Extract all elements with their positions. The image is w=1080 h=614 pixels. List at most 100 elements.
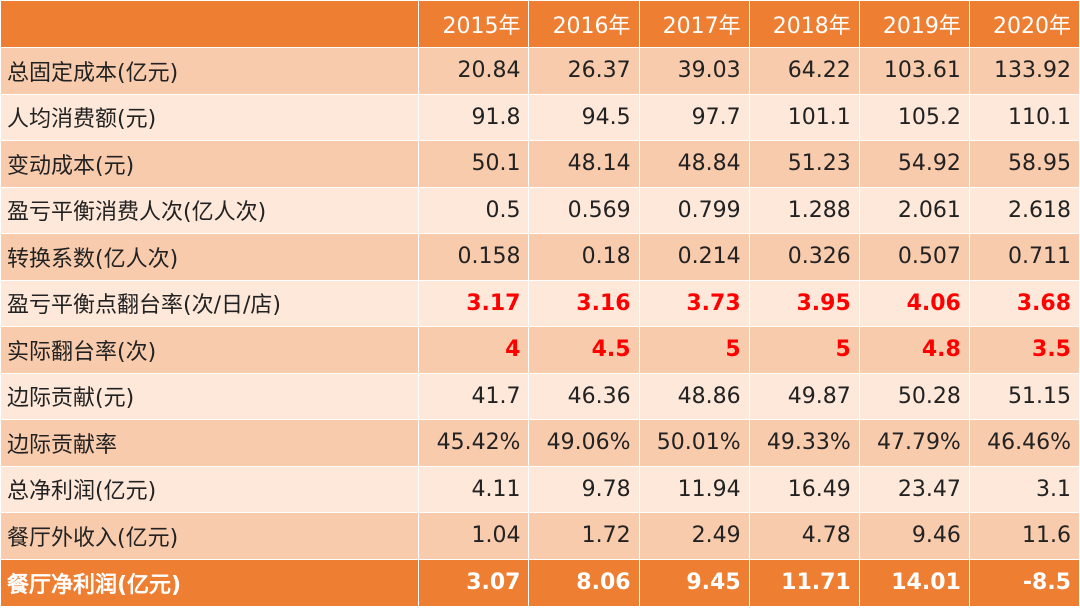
table-cell: 0.326 <box>748 233 860 281</box>
table-cell: 47.79% <box>858 419 970 467</box>
table-cell: 5 <box>748 326 860 374</box>
row-label: 边际贡献(元) <box>0 372 420 420</box>
row-label: 转换系数(亿人次) <box>0 233 420 281</box>
table-cell: 50.01% <box>638 419 750 467</box>
table-cell: 23.47 <box>858 465 970 513</box>
table-cell: 3.5 <box>968 326 1080 374</box>
table-cell: 49.33% <box>748 419 860 467</box>
row-label: 总固定成本(亿元) <box>0 47 420 95</box>
table-cell: 50.28 <box>858 372 970 420</box>
table-cell: 0.569 <box>528 186 640 234</box>
row-label: 实际翻台率(次) <box>0 326 420 374</box>
table-cell: 51.23 <box>748 140 860 188</box>
table-cell: 97.7 <box>638 93 750 141</box>
year-header: 2017年 <box>638 0 750 48</box>
table-cell: 50.1 <box>418 140 530 188</box>
row-label: 边际贡献率 <box>0 419 420 467</box>
table-cell: 4 <box>418 326 530 374</box>
table-cell: 54.92 <box>858 140 970 188</box>
row-label: 盈亏平衡消费人次(亿人次) <box>0 186 420 234</box>
table-row-marginal-contribution-rate: 边际贡献率 45.42% 49.06% 50.01% 49.33% 47.79%… <box>0 419 1080 467</box>
table-row-breakeven-visits: 盈亏平衡消费人次(亿人次) 0.5 0.569 0.799 1.288 2.06… <box>0 186 1080 234</box>
table-cell: 2.061 <box>858 186 970 234</box>
table-cell: 39.03 <box>638 47 750 95</box>
table-row-total-fixed-cost: 总固定成本(亿元) 20.84 26.37 39.03 64.22 103.61… <box>0 47 1080 95</box>
row-label: 变动成本(元) <box>0 140 420 188</box>
table-cell: 20.84 <box>418 47 530 95</box>
table-cell: 105.2 <box>858 93 970 141</box>
header-corner-cell <box>0 0 420 48</box>
table-cell: 4.11 <box>418 465 530 513</box>
table-cell: 3.17 <box>418 279 530 327</box>
table-cell: 3.1 <box>968 465 1080 513</box>
table-cell: 101.1 <box>748 93 860 141</box>
table-cell: 0.158 <box>418 233 530 281</box>
table-cell: 103.61 <box>858 47 970 95</box>
table-cell: 133.92 <box>968 47 1080 95</box>
year-header: 2015年 <box>418 0 530 48</box>
footer-cell: 3.07 <box>418 558 530 607</box>
table-row-non-restaurant-income: 餐厅外收入(亿元) 1.04 1.72 2.49 4.78 9.46 11.6 <box>0 512 1080 560</box>
table-cell: 9.46 <box>858 512 970 560</box>
table-cell: 48.86 <box>638 372 750 420</box>
table-cell: 4.5 <box>528 326 640 374</box>
table-cell: 9.78 <box>528 465 640 513</box>
year-header: 2016年 <box>528 0 640 48</box>
table-cell: 1.04 <box>418 512 530 560</box>
table-cell: 2.49 <box>638 512 750 560</box>
table-cell: 0.5 <box>418 186 530 234</box>
footer-label: 餐厅净利润(亿元) <box>0 558 420 607</box>
table-cell: 1.288 <box>748 186 860 234</box>
table-cell: 3.68 <box>968 279 1080 327</box>
year-header: 2019年 <box>858 0 970 48</box>
row-label: 总净利润(亿元) <box>0 465 420 513</box>
table-row-actual-turnover: 实际翻台率(次) 4 4.5 5 5 4.8 3.5 <box>0 326 1080 374</box>
footer-cell: -8.5 <box>968 558 1080 607</box>
table-cell: 46.36 <box>528 372 640 420</box>
table-cell: 48.14 <box>528 140 640 188</box>
table-cell: 91.8 <box>418 93 530 141</box>
table-cell: 11.6 <box>968 512 1080 560</box>
table-row-total-net-profit: 总净利润(亿元) 4.11 9.78 11.94 16.49 23.47 3.1 <box>0 465 1080 513</box>
table-cell: 0.799 <box>638 186 750 234</box>
table-cell: 45.42% <box>418 419 530 467</box>
year-header: 2018年 <box>748 0 860 48</box>
table-cell: 3.95 <box>748 279 860 327</box>
table-cell: 26.37 <box>528 47 640 95</box>
year-header: 2020年 <box>968 0 1080 48</box>
header-row: 2015年 2016年 2017年 2018年 2019年 2020年 <box>0 0 1080 48</box>
table-cell: 11.94 <box>638 465 750 513</box>
table-cell: 0.711 <box>968 233 1080 281</box>
table-cell: 0.18 <box>528 233 640 281</box>
table-cell: 58.95 <box>968 140 1080 188</box>
table-row-conversion-factor: 转换系数(亿人次) 0.158 0.18 0.214 0.326 0.507 0… <box>0 233 1080 281</box>
table-cell: 94.5 <box>528 93 640 141</box>
footer-cell: 11.71 <box>748 558 860 607</box>
table-row-avg-spend: 人均消费额(元) 91.8 94.5 97.7 101.1 105.2 110.… <box>0 93 1080 141</box>
footer-cell: 14.01 <box>858 558 970 607</box>
row-label: 盈亏平衡点翻台率(次/日/店) <box>0 279 420 327</box>
footer-cell: 9.45 <box>638 558 750 607</box>
table-cell: 16.49 <box>748 465 860 513</box>
row-label: 人均消费额(元) <box>0 93 420 141</box>
table-row-variable-cost: 变动成本(元) 50.1 48.14 48.84 51.23 54.92 58.… <box>0 140 1080 188</box>
table-row-marginal-contribution: 边际贡献(元) 41.7 46.36 48.86 49.87 50.28 51.… <box>0 372 1080 420</box>
table-cell: 3.16 <box>528 279 640 327</box>
table-cell: 41.7 <box>418 372 530 420</box>
table-cell: 49.06% <box>528 419 640 467</box>
row-label: 餐厅外收入(亿元) <box>0 512 420 560</box>
footer-cell: 8.06 <box>528 558 640 607</box>
table-cell: 1.72 <box>528 512 640 560</box>
table-row-breakeven-turnover: 盈亏平衡点翻台率(次/日/店) 3.17 3.16 3.73 3.95 4.06… <box>0 279 1080 327</box>
table-cell: 0.214 <box>638 233 750 281</box>
table-cell: 51.15 <box>968 372 1080 420</box>
table-cell: 5 <box>638 326 750 374</box>
table-cell: 4.78 <box>748 512 860 560</box>
table-row-restaurant-net-profit: 餐厅净利润(亿元) 3.07 8.06 9.45 11.71 14.01 -8.… <box>0 558 1080 607</box>
table-cell: 48.84 <box>638 140 750 188</box>
table-cell: 0.507 <box>858 233 970 281</box>
table-cell: 49.87 <box>748 372 860 420</box>
table-cell: 4.06 <box>858 279 970 327</box>
table-cell: 3.73 <box>638 279 750 327</box>
